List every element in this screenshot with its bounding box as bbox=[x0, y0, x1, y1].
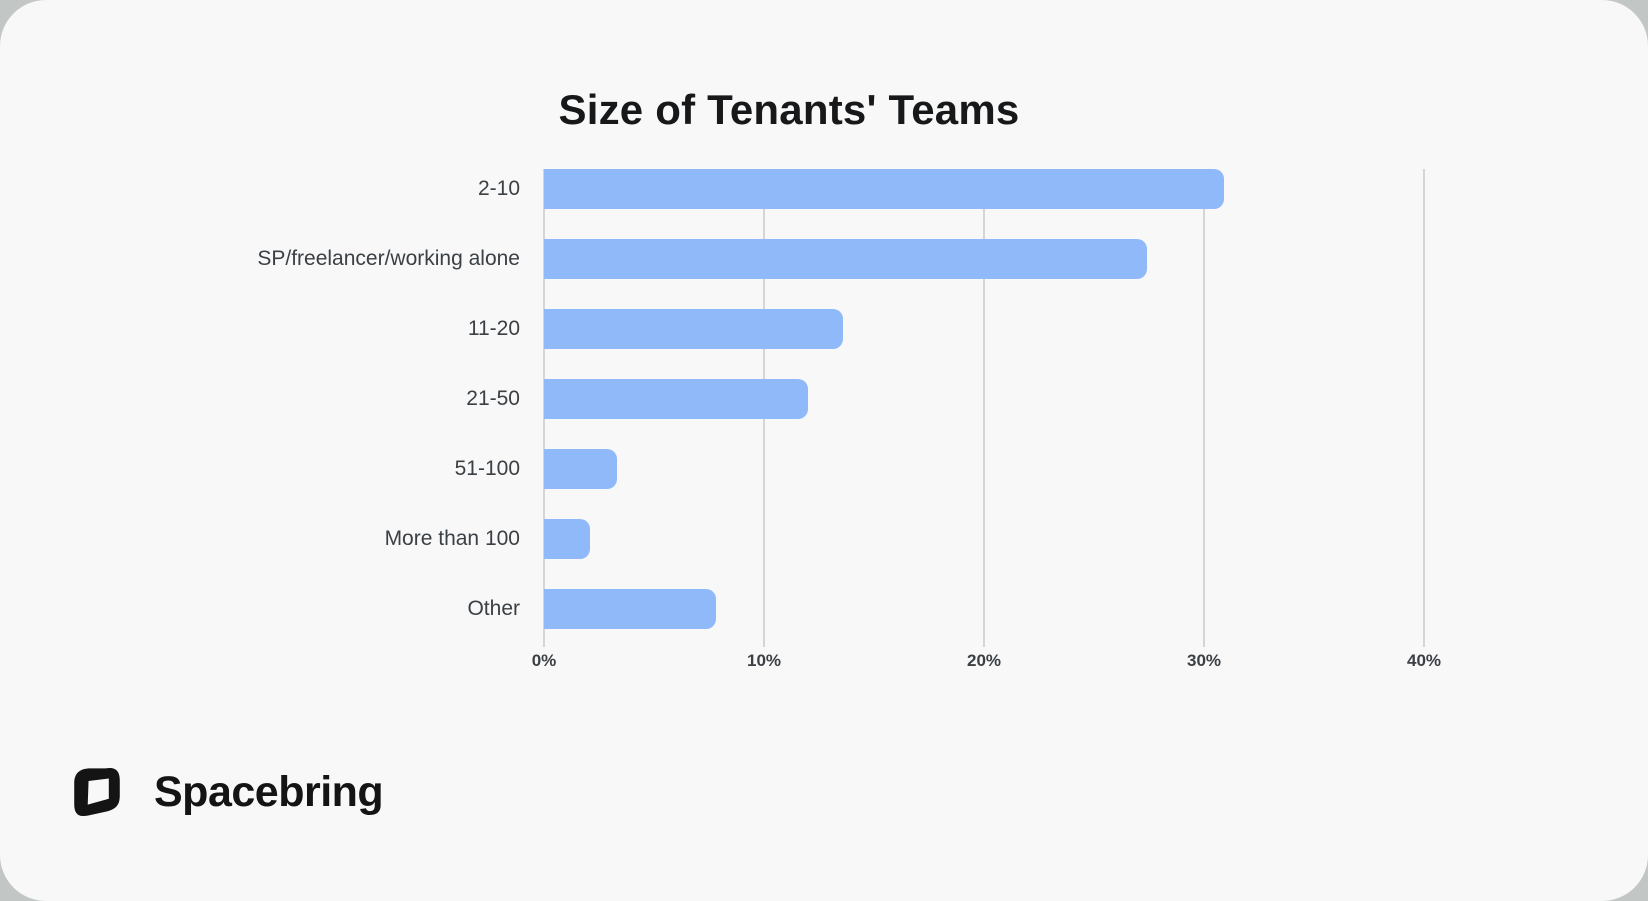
category-label: SP/freelancer/working alone bbox=[257, 247, 520, 270]
bar-row: SP/freelancer/working alone bbox=[257, 224, 1512, 294]
chart-title: Size of Tenants' Teams bbox=[558, 86, 1020, 134]
bar bbox=[544, 519, 591, 559]
x-tick-label: 20% bbox=[966, 651, 1002, 670]
category-label: More than 100 bbox=[384, 527, 520, 550]
gridline bbox=[1423, 169, 1425, 647]
category-label: 21-50 bbox=[466, 387, 520, 410]
spacebring-logo-icon bbox=[74, 767, 120, 817]
bar-chart: 0% 10% 20% 30% 40% 2-10 SP/freelancer/working … bbox=[257, 154, 1512, 670]
bar bbox=[544, 309, 844, 349]
category-label: Other bbox=[467, 597, 520, 620]
brand-name: Spacebring bbox=[154, 767, 384, 816]
bar bbox=[544, 449, 617, 489]
bar-row: 11-20 bbox=[468, 294, 1512, 364]
x-tick-label: 0% bbox=[531, 651, 557, 670]
bar-row: Other bbox=[467, 574, 1512, 644]
gridline bbox=[1203, 169, 1205, 647]
x-tick-label: 10% bbox=[746, 651, 782, 670]
bar bbox=[544, 379, 808, 419]
category-label: 2-10 bbox=[477, 177, 520, 200]
category-label: 51-100 bbox=[454, 457, 520, 480]
x-tick-label: 30% bbox=[1186, 651, 1222, 670]
bar-row: 51-100 bbox=[455, 434, 1512, 504]
bar bbox=[544, 169, 1224, 209]
bar-row: 2-10 bbox=[478, 154, 1512, 224]
bar bbox=[544, 239, 1147, 279]
x-tick-label: 40% bbox=[1406, 651, 1442, 670]
bar bbox=[544, 589, 716, 629]
brand-footer: Spacebring bbox=[70, 764, 384, 820]
gridline bbox=[983, 169, 985, 647]
bar-row: More than 100 bbox=[385, 504, 1512, 574]
category-label: 11-20 bbox=[467, 317, 520, 340]
bar-row: 21-50 bbox=[466, 364, 1512, 434]
